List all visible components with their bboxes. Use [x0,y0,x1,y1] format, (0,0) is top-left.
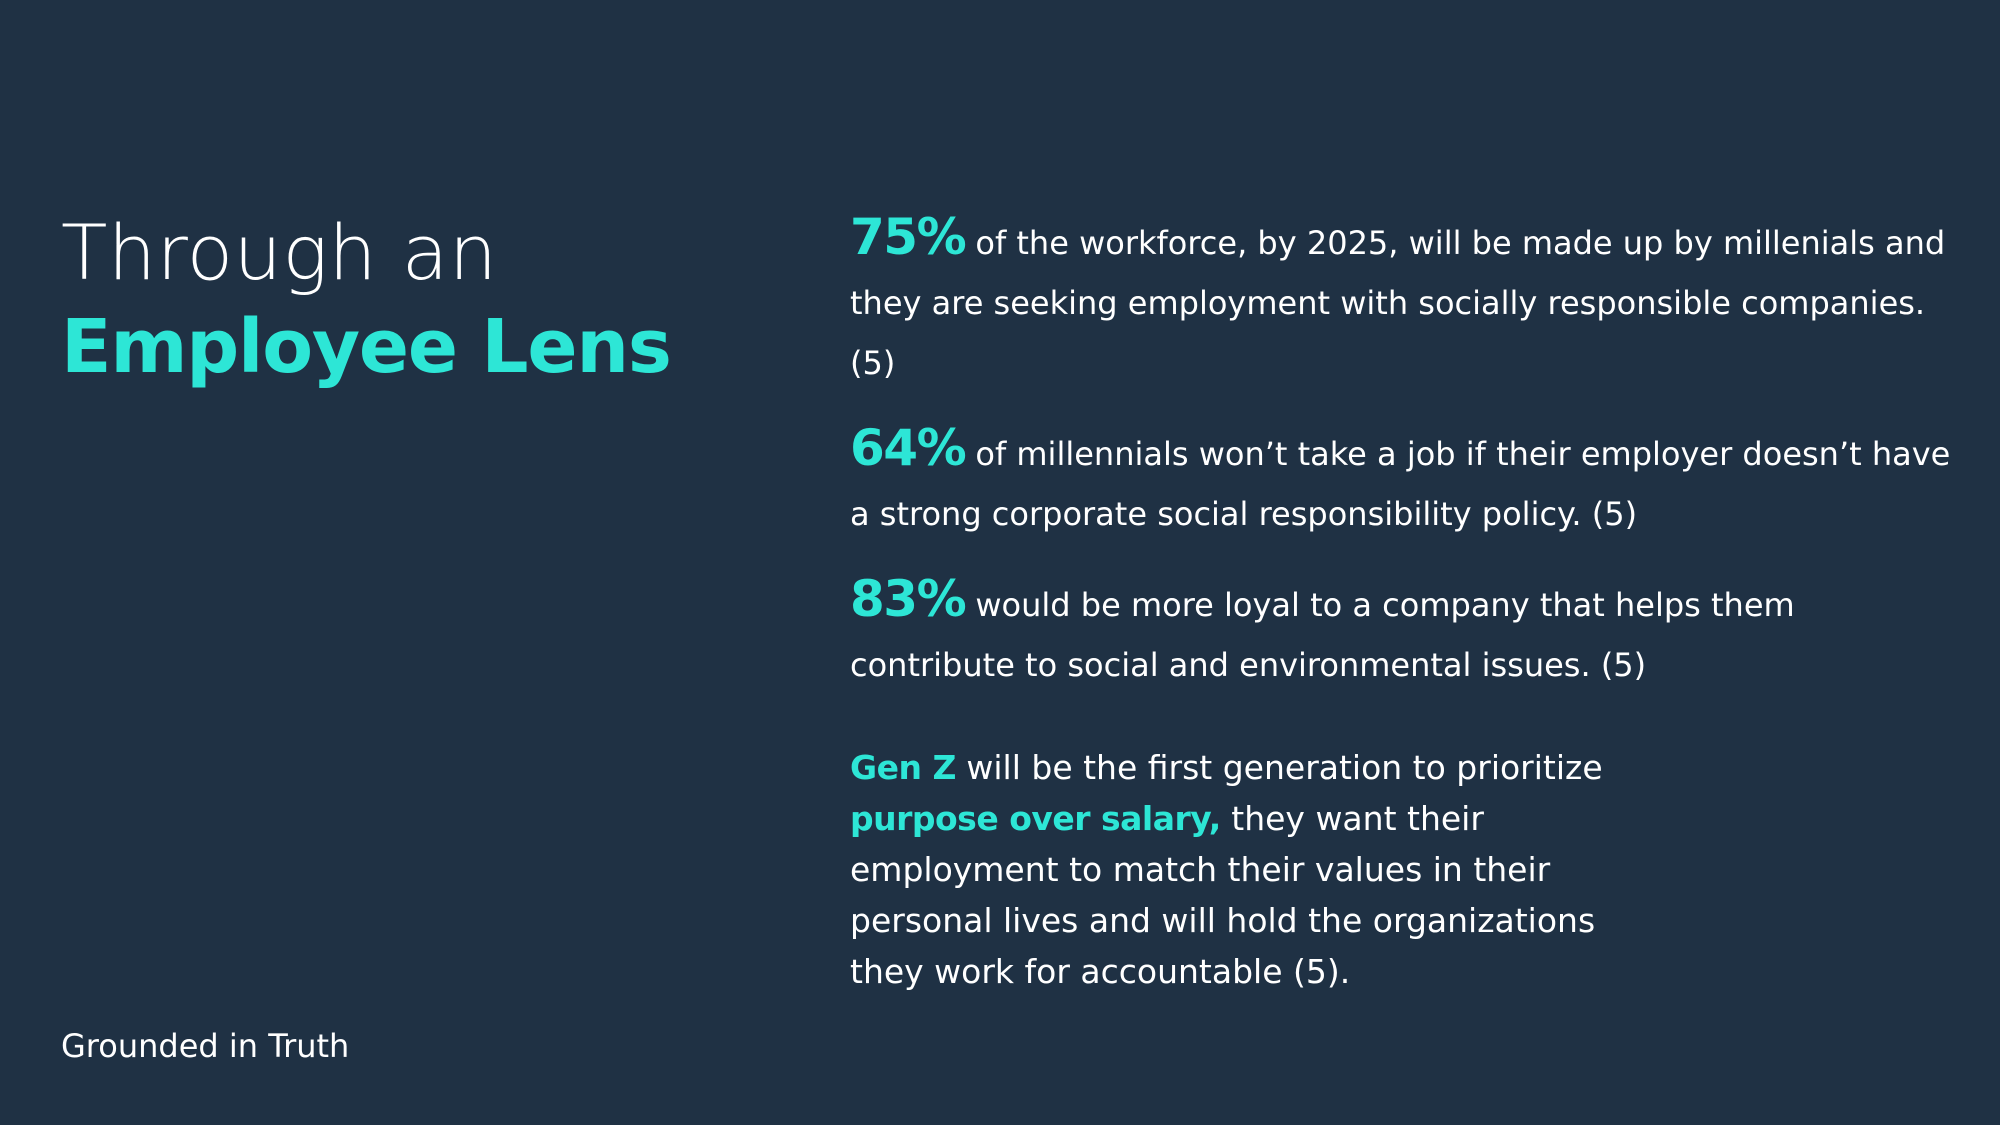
stat-number: 83% [850,570,967,628]
stat-text: of the workforce, by 2025, will be made … [850,224,1946,382]
stat-item-64: 64% of millennials won’t take a job if t… [850,418,1960,544]
stat-text: of millennials won’t take a job if their… [850,435,1951,533]
title-line-2-highlight: Employee Lens [61,304,672,390]
gen-z-text-2: they want their employment to match thei… [850,799,1596,991]
stat-item-75: 75% of the workforce, by 2025, will be m… [850,207,1960,393]
purpose-highlight: purpose over salary, [850,799,1221,838]
stat-item-83: 83% would be more loyal to a company tha… [850,569,1960,695]
gen-z-text-1: will be the first generation to prioriti… [955,748,1603,787]
stat-number: 75% [850,208,967,266]
page-title: Through an Employee Lens [61,205,761,395]
stat-text: would be more loyal to a company that he… [850,586,1795,684]
title-line-1: Through an [61,208,498,297]
gen-z-highlight: Gen Z [850,748,956,787]
gen-z-paragraph: Gen Z will be the first generation to pr… [850,742,1610,997]
footer-tagline: Grounded in Truth [61,1027,350,1065]
stats-list: 75% of the workforce, by 2025, will be m… [850,207,1960,720]
stat-number: 64% [850,419,967,477]
